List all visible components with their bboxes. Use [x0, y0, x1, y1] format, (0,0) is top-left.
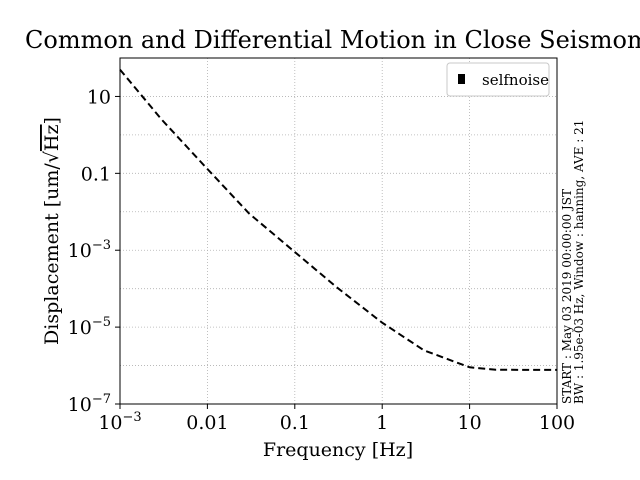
legend-marker: [458, 74, 465, 84]
side-annotation: START : May 03 2019 00:00:00 JST BW : 1.…: [560, 120, 586, 404]
side-annotation-bw: BW : 1.95e-03 Hz, Window : hanning, AVE …: [572, 120, 586, 404]
series-line-selfnoise: [119, 68, 557, 371]
y-axis-label-text: Displacement [um/√Hz]: [41, 117, 63, 345]
y-tick-label: 10−3: [68, 238, 111, 262]
plot-frame: [119, 57, 558, 405]
legend: selfnoise: [446, 62, 550, 97]
side-annotation-start: START : May 03 2019 00:00:00 JST: [560, 189, 574, 404]
legend-box: [446, 62, 550, 97]
x-tick-label: 10: [458, 412, 482, 434]
legend-label: selfnoise: [482, 71, 549, 89]
x-tick-label: 0.1: [280, 412, 310, 434]
x-axis-label: Frequency [Hz]: [263, 439, 413, 461]
y-tick-label: 0.1: [81, 163, 111, 185]
x-tick-label: 0.01: [186, 412, 228, 434]
x-axis: 10−3 0.01 0.1 1 10 100: [98, 404, 575, 434]
y-axis-label: Displacement [um/√Hz]: [41, 117, 63, 345]
y-axis: 10−7 10−5 10−3 0.1 10: [68, 86, 120, 416]
y-tick-label: 10−5: [68, 315, 111, 339]
chart-title: Common and Differential Motion in Close …: [25, 26, 640, 54]
x-tick-label: 1: [376, 412, 388, 434]
series-layer: [119, 68, 557, 371]
x-tick-label: 10−3: [98, 410, 141, 434]
grid-lines: [120, 58, 557, 404]
y-tick-label: 10−7: [68, 392, 111, 416]
y-tick-label: 10: [87, 86, 111, 108]
x-tick-label: 100: [539, 412, 575, 434]
